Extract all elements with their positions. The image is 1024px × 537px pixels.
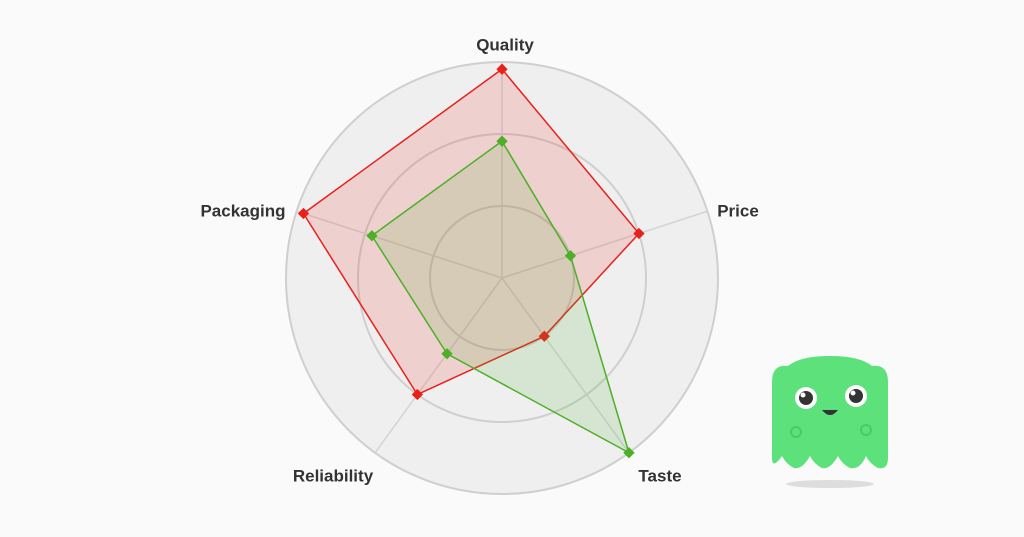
data-point: [564, 250, 577, 262]
series-area: [370, 140, 631, 455]
series-layer: [297, 63, 645, 459]
data-point: [411, 388, 424, 401]
data-point: [366, 230, 378, 242]
data-point: [441, 348, 453, 360]
axis-spoke: [501, 210, 708, 279]
data-point: [496, 135, 508, 147]
axis-label: Reliability: [293, 466, 374, 485]
axis-label: Price: [717, 201, 759, 220]
grid: Quality Price Taste Reliability Packaging: [200, 35, 759, 495]
axis-label: Taste: [638, 466, 681, 485]
mascot: [772, 356, 888, 488]
axis-label: Quality: [476, 35, 534, 54]
axis-spoke: [501, 277, 630, 454]
data-point: [623, 447, 635, 459]
data-point: [538, 330, 550, 342]
axis-spoke: [374, 277, 503, 454]
series-area: [302, 68, 640, 396]
data-point: [297, 207, 310, 220]
data-point: [633, 227, 645, 240]
axis-label: Packaging: [200, 201, 285, 220]
axis-spoke: [296, 210, 503, 279]
